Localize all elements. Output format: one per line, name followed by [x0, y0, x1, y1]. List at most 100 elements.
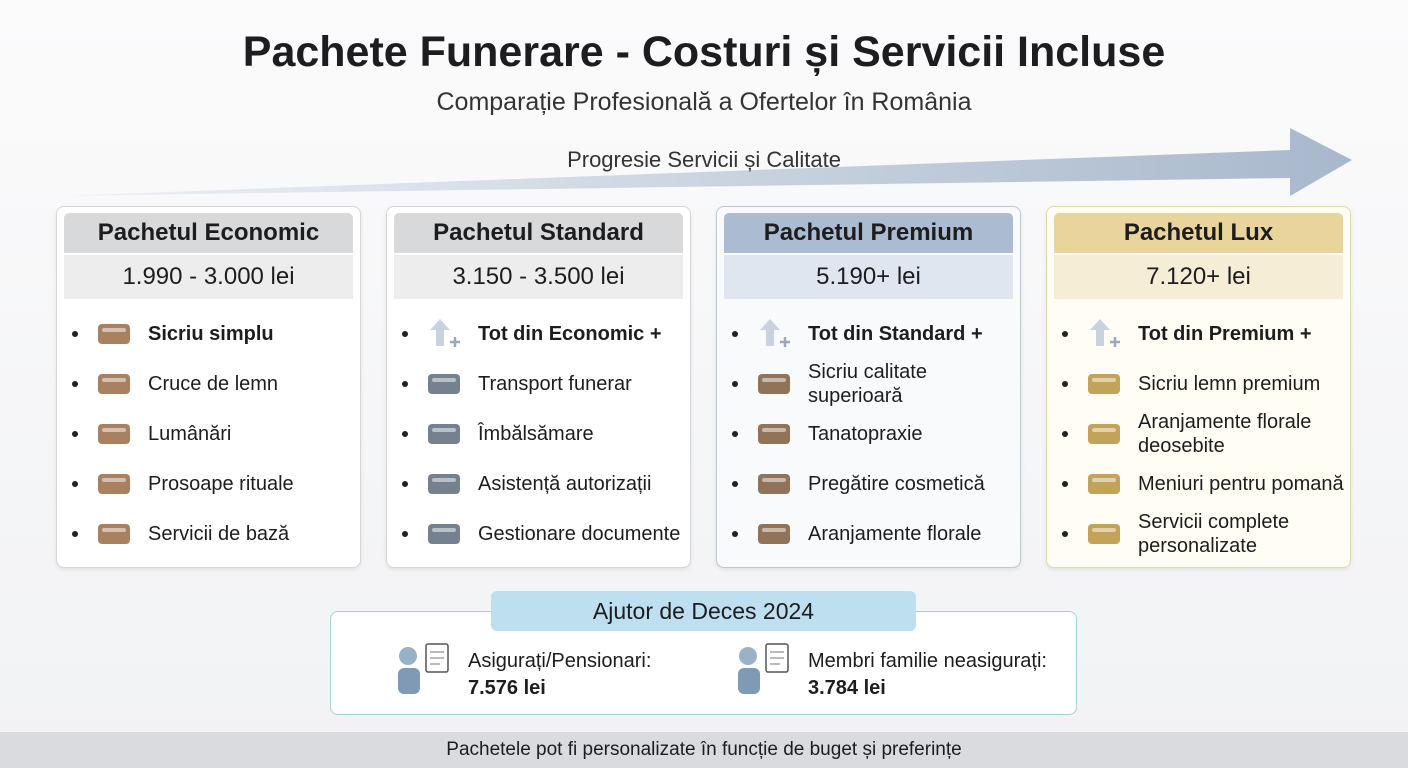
item: Sicriu lemn premium [1047, 359, 1353, 409]
item-text: Sicriu calitate superioară [808, 361, 927, 407]
bullet [72, 331, 78, 337]
aid-title: Ajutor de Deces 2024 [491, 591, 916, 631]
package-card: Pachetul Standard 3.150 - 3.500 lei Tot di… [386, 206, 691, 568]
item-icon [1090, 319, 1120, 347]
package-price: 3.150 - 3.500 lei [394, 255, 683, 299]
aid-value: 7.576 lei [468, 677, 546, 699]
item: Sicriu calitate superioară [717, 359, 1023, 409]
aid-icon [730, 640, 794, 713]
item: Îmbălsămare [387, 409, 693, 459]
item-text: Prosoape rituale [148, 473, 294, 495]
package-price: 1.990 - 3.000 lei [64, 255, 353, 299]
bullet [402, 531, 408, 537]
aid-label: Membri familie neasigurați: [808, 650, 1047, 672]
item: Aranjamente florale deosebite [1047, 409, 1353, 459]
package-name: Pachetul Lux [1054, 213, 1343, 253]
bullet [732, 481, 738, 487]
package-price: 5.190+ lei [724, 255, 1013, 299]
bullet [732, 331, 738, 337]
bullet [402, 381, 408, 387]
item: Sicriu simplu [57, 309, 363, 359]
title: Pachete Funerare - Costuri și Servicii I… [242, 28, 1166, 76]
item-text: Servicii complete personalizate [1138, 511, 1290, 557]
item-text: Sicriu lemn premium [1138, 373, 1321, 395]
bullet [1062, 481, 1068, 487]
item-list: Sicriu simplu Cruce de lemn Lumânări Prosoa… [57, 309, 363, 559]
item-text: Meniuri pentru pomană [1138, 473, 1344, 495]
bullet [72, 381, 78, 387]
item-text: Aranjamente florale [808, 523, 982, 545]
item-icon [758, 474, 790, 494]
aid-label: Asigurați/Pensionari: [468, 650, 652, 672]
bullet [72, 531, 78, 537]
item-icon [428, 374, 460, 394]
item-icon [430, 319, 460, 347]
item-icon [98, 424, 130, 444]
bullet [1062, 381, 1068, 387]
item: Pregătire cosmetică [717, 459, 1023, 509]
item-text: Lumânări [148, 423, 232, 445]
item-list: Tot din Economic + Transport funerar Îmbăl… [387, 309, 693, 559]
item: Tot din Premium + [1047, 309, 1353, 359]
item-icon [98, 474, 130, 494]
bullet [402, 431, 408, 437]
bullet [402, 481, 408, 487]
bullet [72, 431, 78, 437]
footer: Pachetele pot fi personalizate în funcți… [0, 732, 1408, 768]
item-icon [758, 424, 790, 444]
item-text: Îmbălsămare [478, 423, 594, 445]
item-icon [758, 374, 790, 394]
item-text: Tot din Economic + [478, 323, 662, 345]
progress-label: Progresie Servicii și Calitate [567, 147, 841, 172]
bullet [1062, 331, 1068, 337]
item-icon [758, 524, 790, 544]
bullet [732, 381, 738, 387]
package-name: Pachetul Economic [64, 213, 353, 253]
package-name: Pachetul Standard [394, 213, 683, 253]
item: Meniuri pentru pomană [1047, 459, 1353, 509]
item-icon [1088, 374, 1120, 394]
item: Gestionare documente [387, 509, 693, 559]
item: Lumânări [57, 409, 363, 459]
item-text: Gestionare documente [478, 523, 681, 545]
item-text: Tot din Premium + [1138, 323, 1312, 345]
item-text: Pregătire cosmetică [808, 473, 985, 495]
item: Asistență autorizații [387, 459, 693, 509]
item-text: Cruce de lemn [148, 373, 279, 395]
package-card: Pachetul Economic 1.990 - 3.000 lei Sicriu… [56, 206, 361, 568]
bullet [72, 481, 78, 487]
bullet [732, 531, 738, 537]
item-list: Tot din Standard + Sicriu calitate superi… [717, 309, 1023, 559]
item-text: Tanatopraxie [808, 423, 923, 445]
item-text: Tot din Standard + [808, 323, 983, 345]
package-card: Pachetul Lux 7.120+ lei Tot din Premium + S… [1046, 206, 1351, 568]
item: Servicii complete personalizate [1047, 509, 1353, 559]
item-icon [428, 424, 460, 444]
item-icon [98, 524, 130, 544]
aid-icon [390, 640, 454, 713]
item: Transport funerar [387, 359, 693, 409]
aid-value: 3.784 lei [808, 677, 886, 699]
item: Cruce de lemn [57, 359, 363, 409]
item-icon [1088, 474, 1120, 494]
bullet [732, 431, 738, 437]
item: Tot din Economic + [387, 309, 693, 359]
item-icon [1088, 524, 1120, 544]
bullet [402, 331, 408, 337]
item-icon [98, 324, 130, 344]
item: Prosoape rituale [57, 459, 363, 509]
aid-icon-svg [398, 643, 449, 694]
item-icon [760, 319, 790, 347]
item-icon [98, 374, 130, 394]
package-card: Pachetul Premium 5.190+ lei Tot din Standa… [716, 206, 1021, 568]
package-price: 7.120+ lei [1054, 255, 1343, 299]
aid-icon-svg [738, 643, 789, 694]
item: Aranjamente florale [717, 509, 1023, 559]
item-icon [428, 474, 460, 494]
item-text: Servicii de bază [148, 523, 290, 545]
item-icon [1088, 424, 1120, 444]
subtitle: Comparație Profesională a Ofertelor în R… [436, 88, 972, 116]
item-text: Asistență autorizații [478, 473, 652, 495]
bullet [1062, 431, 1068, 437]
